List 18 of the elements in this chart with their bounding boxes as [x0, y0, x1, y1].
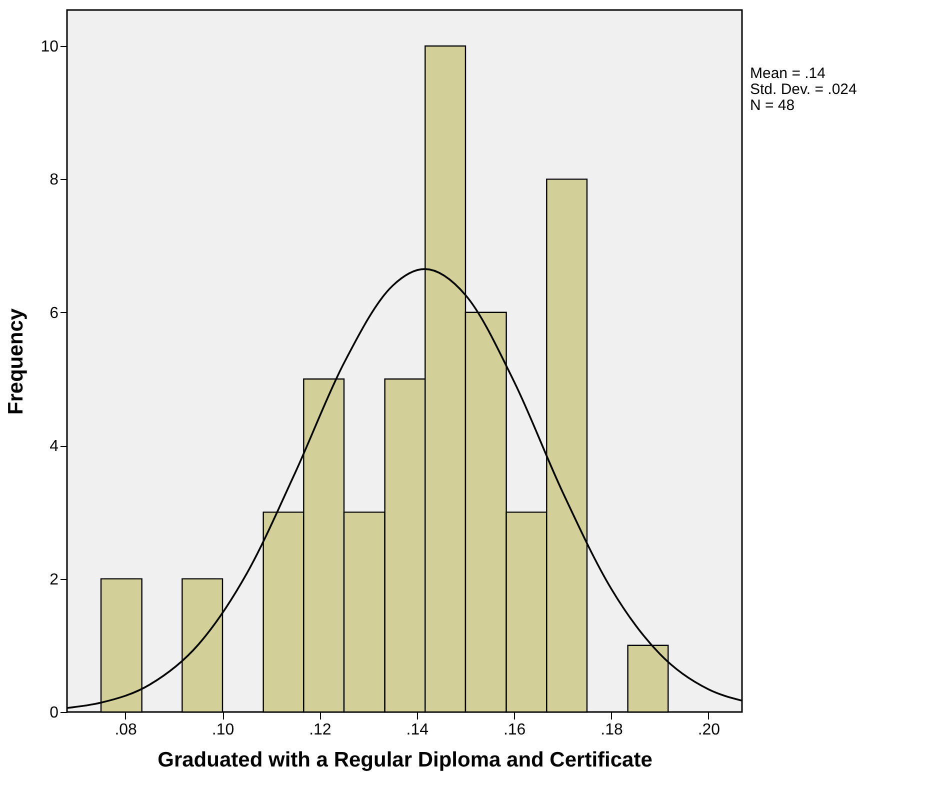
y-tick-label: 10 — [40, 38, 59, 56]
y-tick-label: 2 — [50, 571, 59, 588]
text: N = 48 — [750, 97, 795, 114]
x-tick-label: .16 — [503, 722, 526, 738]
x-axis-title: Graduated with a Regular Diploma and Certificate — [158, 748, 652, 772]
y-axis-title: Frequency — [4, 308, 28, 415]
y-tick-label: 0 — [50, 704, 59, 722]
y-tick-label: 8 — [50, 172, 59, 189]
text: Std. Dev. = .024 — [750, 81, 857, 98]
x-tick-label: .14 — [406, 722, 429, 738]
x-tick-label: .08 — [114, 722, 138, 738]
y-tick-label: 6 — [50, 304, 59, 322]
x-tick-label: .10 — [212, 722, 234, 738]
y-tick-label: 4 — [50, 438, 59, 456]
x-tick-label: .20 — [698, 722, 720, 738]
x-tick-label: .12 — [309, 722, 332, 738]
x-tick-label: .18 — [600, 722, 623, 738]
text: Mean = .14 — [750, 65, 826, 82]
